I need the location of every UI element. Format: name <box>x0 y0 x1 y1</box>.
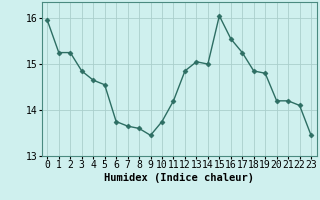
X-axis label: Humidex (Indice chaleur): Humidex (Indice chaleur) <box>104 173 254 183</box>
